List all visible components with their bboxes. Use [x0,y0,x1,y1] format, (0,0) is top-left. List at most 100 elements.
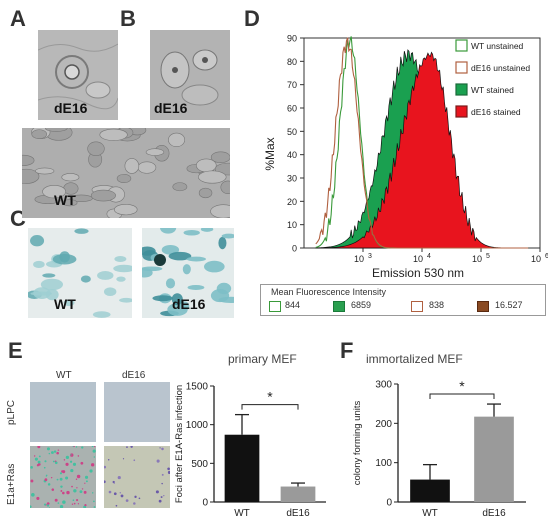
stained-cell [182,264,191,275]
colony-dot [138,497,141,500]
colony-dot [59,472,63,475]
colony-dot [62,491,65,495]
flow-ytick-label: 40 [287,150,297,160]
ytick-label: 0 [202,498,208,509]
flow-ytick-label: 90 [287,34,297,44]
mfi-box: Mean Fluorescence Intensity 844 6859 838… [260,284,546,316]
colony-dot [81,446,84,449]
significance-bracket [429,393,495,400]
significance-bracket [241,404,299,410]
legend-label: dE16 stained [471,107,521,117]
cell-shape [210,204,230,218]
flow-xtick-exponent: 5 [486,253,490,260]
flow-xtick-label: 10 [413,254,423,264]
stained-cell [168,251,192,261]
panel-letter-b: B [120,6,136,31]
colony-dot [84,475,89,479]
micrograph-c-de16-label: dE16 [172,296,206,312]
colony-dot [62,500,66,504]
colony-dot [167,470,170,475]
stained-cell [116,276,126,282]
flow-ytick-label: 30 [287,174,297,184]
flow-xtick-exponent: 6 [545,253,548,260]
colony-dot [56,451,59,455]
y-axis-label: Foci after E1A-Ras infection [174,385,185,503]
stained-cell [74,228,89,234]
colony-dot [113,482,115,484]
micrograph-a: dE16 [38,30,118,120]
stained-cell [160,228,177,234]
flow-ytick-label: 60 [287,104,297,114]
colony-dot [60,490,63,492]
stained-cell [204,260,225,273]
colony-dot [59,477,63,481]
xtick-label: dE16 [286,508,310,519]
colony-dot [117,475,121,480]
colony-dot [37,463,41,466]
stained-cell [200,228,214,232]
cell-shape [124,158,140,174]
stained-cell [218,236,227,250]
colony-dot [69,460,73,463]
cell-shape [35,167,55,175]
stained-cell [33,287,51,300]
cell-shape [114,203,138,216]
colony-dot [125,499,129,502]
colony-dot [161,473,164,476]
colony-dot [37,460,41,464]
micrograph-b: dE16 [150,30,230,120]
colony-dot [91,446,94,448]
colony-dot [80,461,84,465]
micrograph-c-wt: WT [28,228,132,318]
bar-wt [410,479,450,502]
panel-letter-e: E [8,338,23,363]
colony-dot [93,456,96,458]
colony-dot [46,502,50,506]
cell-shape [198,187,213,199]
stained-cell [152,295,173,302]
plate-e1a-de16 [104,446,170,508]
cell-shape [22,168,40,184]
stained-cell [92,311,111,318]
colony-dot [72,499,75,502]
cell-shape [137,161,157,174]
micrograph-wt-label: WT [54,192,76,208]
colony-dot [46,504,50,507]
colony-dot [57,449,60,451]
colony-dot [36,496,40,500]
stained-cell [97,271,114,280]
xtick-label: WT [422,508,438,519]
colony-dot [48,452,51,455]
cell-shape [168,132,186,147]
colony-dot [108,490,112,494]
colony-dot [45,475,48,477]
cell-shape [31,129,48,139]
plate-plpc-de16 [104,382,170,442]
colony-dot [73,502,76,505]
colony-dot [44,460,47,463]
cell-shape [195,158,217,173]
plate-e1a-wt [30,446,96,508]
flow-ytick-label: 0 [292,244,297,254]
stained-cell [187,285,205,290]
colony-dot [50,476,53,479]
mfi-value-de16-stained: 16.527 [495,300,523,310]
bar-de16 [474,416,514,502]
cell-shape [210,151,230,164]
flow-ytick-label: 20 [287,197,297,207]
colony-dot [92,449,96,453]
colony-dot [75,446,78,448]
flow-xtick-label: 10 [354,254,364,264]
colony-dot [71,503,74,505]
colony-dot [30,505,32,508]
ytick-label: 1000 [186,420,209,431]
colony-dot [65,476,69,480]
ytick-label: 300 [375,380,392,391]
colony-dot [133,459,136,462]
colony-dot [93,500,95,503]
cell-shape [198,170,227,184]
colony-dot [85,480,88,483]
panel-letter-f: F [340,338,354,363]
micrograph-wt: WT [22,128,230,218]
